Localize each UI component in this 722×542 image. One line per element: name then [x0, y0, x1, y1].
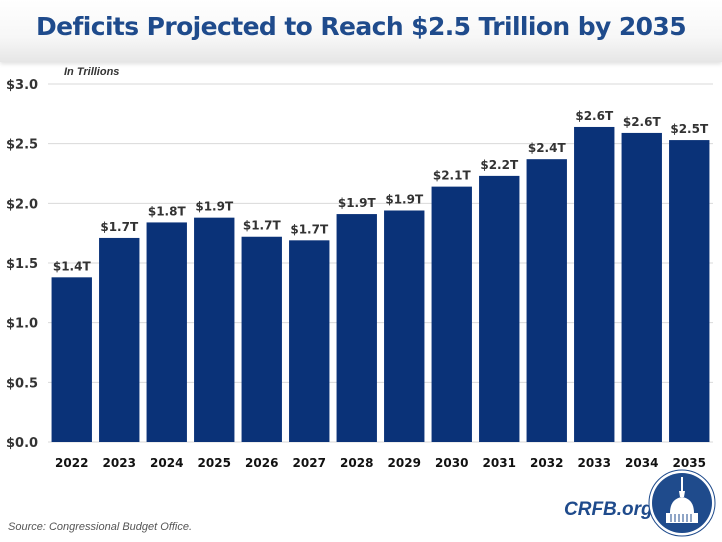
x-tick-label: 2023	[103, 456, 136, 470]
data-label: $1.7T	[290, 222, 329, 236]
x-tick-label: 2022	[55, 456, 88, 470]
y-tick-label: $2.0	[6, 197, 38, 212]
data-label: $1.4T	[53, 259, 92, 273]
data-label: $2.6T	[623, 115, 662, 129]
data-label: $2.2T	[480, 158, 519, 172]
x-tick-label: 2030	[435, 456, 468, 470]
data-label: $1.9T	[195, 200, 234, 214]
y-tick-label: $1.0	[6, 317, 38, 332]
bar	[384, 210, 425, 442]
data-label: $1.9T	[338, 196, 377, 210]
y-tick-label: $2.5	[6, 138, 38, 153]
data-label: $1.9T	[385, 192, 424, 206]
bar	[146, 222, 187, 442]
title-banner: Deficits Projected to Reach $2.5 Trillio…	[0, 0, 722, 62]
bar	[336, 214, 377, 442]
bar	[99, 237, 140, 442]
bar	[51, 277, 92, 442]
data-label: $2.6T	[575, 109, 614, 123]
bar	[241, 236, 282, 442]
bar	[621, 132, 662, 442]
chart-title: Deficits Projected to Reach $2.5 Trillio…	[35, 12, 687, 41]
data-label: $1.8T	[148, 204, 187, 218]
y-tick-label: $3.0	[6, 78, 38, 93]
y-tick-label: $0.0	[6, 436, 38, 451]
y-tick-label: $1.5	[6, 257, 38, 272]
data-label: $2.1T	[433, 169, 472, 183]
bar	[289, 240, 330, 442]
data-label: $1.7T	[243, 219, 282, 233]
x-tick-label: 2031	[483, 456, 516, 470]
x-tick-label: 2025	[198, 456, 231, 470]
x-tick-label: 2029	[388, 456, 421, 470]
bar	[479, 175, 520, 443]
x-tick-label: 2032	[530, 456, 563, 470]
x-tick-label: 2033	[578, 456, 611, 470]
x-tick-label: 2027	[293, 456, 326, 470]
source-note: Source: Congressional Budget Office.	[8, 521, 193, 533]
bar	[194, 217, 235, 442]
x-tick-label: 2034	[625, 456, 658, 470]
bar	[526, 159, 567, 442]
y-tick-label: $0.5	[6, 376, 38, 391]
bar	[574, 126, 615, 443]
data-label: $2.4T	[528, 141, 567, 155]
brand-link[interactable]: CRFB.org	[564, 499, 653, 520]
units-label: In Trillions	[64, 66, 120, 78]
data-label: $1.7T	[100, 220, 139, 234]
capitol-dome-icon	[648, 469, 716, 537]
bar	[431, 186, 472, 442]
x-tick-label: 2035	[673, 456, 706, 470]
bar	[669, 140, 710, 442]
x-tick-label: 2026	[245, 456, 278, 470]
x-tick-label: 2024	[150, 456, 183, 470]
x-tick-label: 2028	[340, 456, 373, 470]
data-label: $2.5T	[670, 122, 709, 136]
